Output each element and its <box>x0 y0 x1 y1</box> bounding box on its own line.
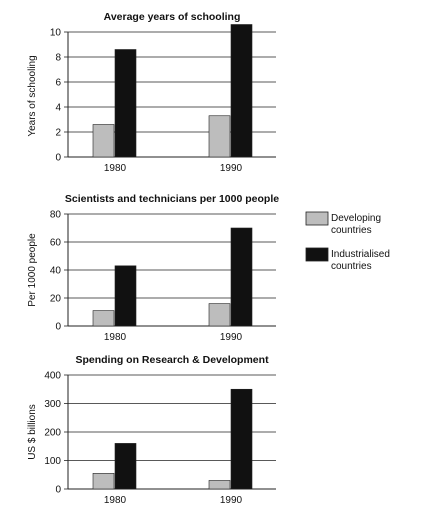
chart-panel-3: Spending on Research & Development 0 100 20… <box>27 354 276 506</box>
legend-label-developing-line2: countries <box>331 225 372 236</box>
y-axis-label: Per 1000 people <box>27 233 38 307</box>
bar-industrialised-1980 <box>114 265 137 327</box>
x-tick-label: 1990 <box>220 163 243 174</box>
bar-developing-1990 <box>208 303 231 327</box>
y-tick-label: 80 <box>50 210 62 221</box>
chart-title: Spending on Research & Development <box>75 354 269 366</box>
x-tick-label: 1990 <box>220 332 243 343</box>
y-tick-label: 200 <box>44 428 61 439</box>
y-tick-label: 0 <box>55 153 61 164</box>
legend-label-industrialised-line1: Industrialised <box>331 249 390 260</box>
y-axis-label: Years of schooling <box>27 55 38 136</box>
y-axis-label: US $ billions <box>27 404 38 460</box>
y-tick-label: 0 <box>55 322 61 333</box>
x-tick-label: 1980 <box>104 495 127 506</box>
bar-industrialised-1980 <box>114 443 137 490</box>
y-tick-label: 6 <box>55 78 61 89</box>
x-tick-label: 1980 <box>104 163 127 174</box>
y-tick-label: 20 <box>50 294 62 305</box>
y-tick-label: 4 <box>55 103 61 114</box>
y-tick-label: 0 <box>55 485 61 496</box>
y-tick-label: 40 <box>50 266 62 277</box>
y-tick-label: 100 <box>44 456 61 467</box>
legend-swatch-industrialised <box>305 247 329 262</box>
x-tick-label: 1980 <box>104 332 127 343</box>
x-tick-label: 1990 <box>220 495 243 506</box>
chart-panel-1: Average years of schooling 0 2 4 6 8 10 Years o… <box>27 11 276 174</box>
chart-title: Average years of schooling <box>104 11 241 23</box>
y-tick-label: 400 <box>44 371 61 382</box>
bar-industrialised-1990 <box>230 388 253 490</box>
legend: Developing countries Industrialised coun… <box>305 211 390 272</box>
y-tick-label: 2 <box>55 128 61 139</box>
bar-industrialised-1980 <box>114 49 137 158</box>
bar-developing-1990 <box>208 115 231 158</box>
bar-developing-1980 <box>92 310 115 327</box>
bar-industrialised-1990 <box>230 227 253 327</box>
y-tick-label: 60 <box>50 238 62 249</box>
chart-title: Scientists and technicians per 1000 peop… <box>65 193 279 205</box>
bar-industrialised-1990 <box>230 24 253 158</box>
bar-developing-1980 <box>92 124 115 158</box>
bar-developing-1990 <box>208 480 231 490</box>
chart-panel-2: Scientists and technicians per 1000 peop… <box>27 193 279 343</box>
bar-developing-1980 <box>92 473 115 490</box>
legend-swatch-developing <box>305 211 329 226</box>
y-tick-label: 10 <box>50 28 62 39</box>
y-tick-label: 8 <box>55 53 61 64</box>
y-tick-label: 300 <box>44 399 61 410</box>
legend-label-industrialised-line2: countries <box>331 261 372 272</box>
legend-label-developing-line1: Developing <box>331 213 381 224</box>
